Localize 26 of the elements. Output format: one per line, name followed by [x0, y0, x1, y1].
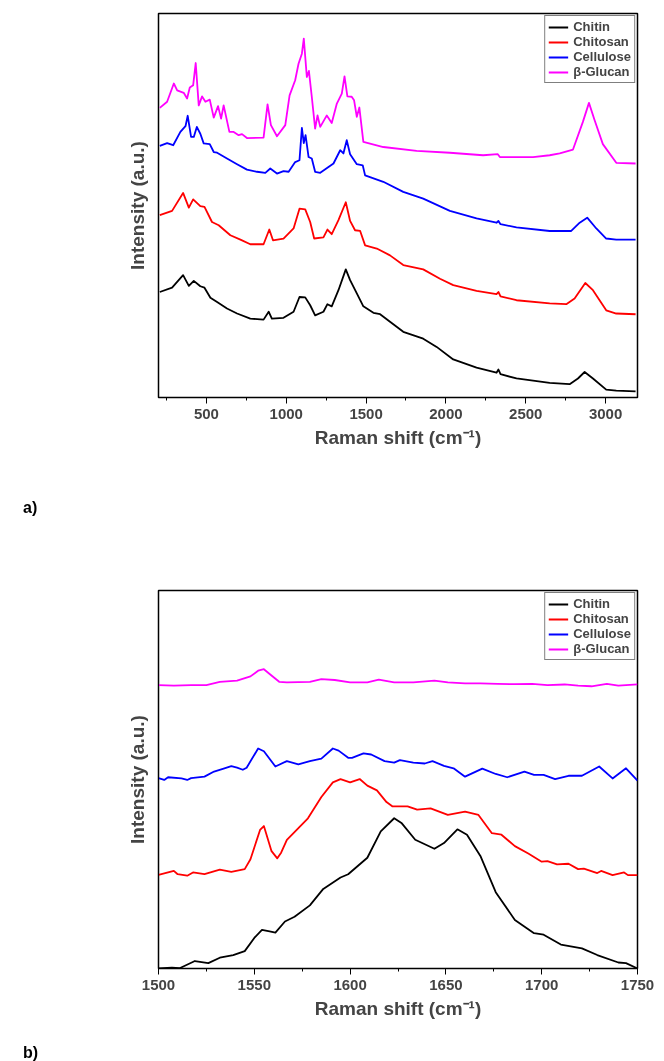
x-tick-label: 1000 — [269, 404, 303, 422]
x-tick-label: 2000 — [429, 404, 463, 422]
legend-label: Cellulose — [573, 49, 631, 64]
x-axis-title: Raman shift (cm⁻¹) — [314, 426, 482, 448]
legend-label: Chitin — [573, 19, 611, 34]
legend-label: Cellulose — [573, 626, 631, 641]
x-tick-label: 1750 — [620, 975, 655, 993]
x-tick-label: 3000 — [588, 404, 623, 422]
legend-label: Chitosan — [573, 611, 629, 626]
x-tick-label: 1500 — [349, 404, 383, 422]
y-axis-title: Intensity (a.u.) — [126, 141, 148, 270]
x-tick-label: 1700 — [525, 975, 559, 993]
x-tick-label: 1500 — [141, 975, 176, 993]
x-tick-label: 2500 — [509, 404, 543, 422]
x-axis-title: Raman shift (cm⁻¹) — [314, 997, 482, 1019]
x-tick-label: 1650 — [429, 975, 463, 993]
y-axis-title: Intensity (a.u.) — [126, 715, 148, 844]
x-tick-label: 1550 — [237, 975, 271, 993]
legend-label: β-Glucan — [573, 641, 630, 656]
x-tick-label: 1600 — [333, 975, 367, 993]
text: a) — [23, 498, 38, 518]
legend-label: Chitin — [573, 596, 611, 611]
legend-label: β-Glucan — [573, 64, 630, 79]
text: b) — [23, 1043, 39, 1061]
legend-label: Chitosan — [573, 34, 629, 49]
x-tick-label: 500 — [193, 404, 219, 422]
